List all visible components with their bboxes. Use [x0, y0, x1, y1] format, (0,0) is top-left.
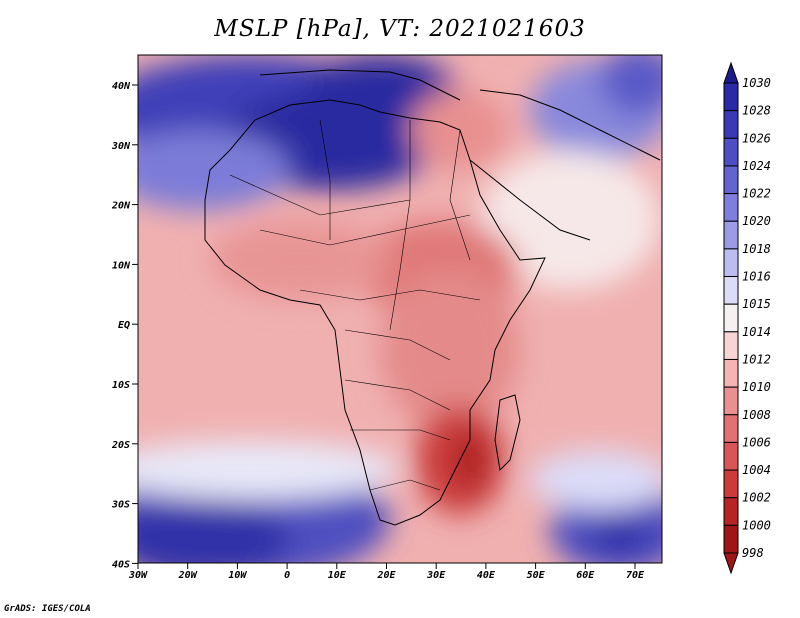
- lat-tick-label: 40N: [112, 81, 131, 92]
- colorbar-label: 1004: [742, 463, 771, 477]
- colorbar-segment: [723, 82, 739, 112]
- borders: [229, 119, 481, 491]
- lat-tick-label: 20N: [111, 201, 131, 212]
- lat-tick-label: 10N: [112, 260, 131, 271]
- colorbar-segment: [723, 276, 739, 305]
- colorbar-label: 1006: [742, 435, 771, 449]
- colorbar-segment: [723, 469, 739, 499]
- colorbar-label: 1026: [742, 131, 771, 145]
- colorbar-label: 1020: [742, 214, 771, 228]
- colorbar: 1030 1028 1026 1024 1022 1020 1018 1016 1015 1014…: [723, 61, 771, 575]
- colorbar-label: 1024: [742, 159, 771, 173]
- colorbar-segment: [723, 358, 739, 388]
- colorbar-label: 1022: [742, 187, 771, 201]
- colorbar-label: 1014: [742, 325, 771, 339]
- lon-tick-label: 20E: [376, 570, 396, 581]
- colorbar-segment: [723, 386, 739, 416]
- lon-tick-label: 10E: [328, 570, 347, 581]
- lat-tick-label: 30N: [111, 141, 131, 152]
- colorbar-segment: [723, 110, 739, 139]
- colorbar-label: 1016: [742, 270, 771, 284]
- lat-tick-label: 10S: [112, 380, 130, 391]
- lat-tick-label: 30S: [111, 500, 130, 511]
- colorbar-top-arrow: [723, 61, 739, 84]
- lat-tick-label: 40S: [112, 559, 130, 570]
- colorbar-label: 1000: [742, 518, 771, 532]
- colorbar-label: 1012: [742, 352, 771, 366]
- lon-tick-label: 60E: [576, 570, 595, 581]
- colorbar-label: 1010: [742, 380, 771, 394]
- credit-text: GrADS: IGES/COLA: [4, 604, 91, 614]
- colorbar-bottom-arrow: [723, 552, 739, 575]
- lon-tick-label: 50E: [527, 570, 546, 581]
- colorbar-label: 1008: [742, 408, 771, 422]
- lat-axis: 40N 30N 20N 10N EQ 10S 20S 30S 40S: [111, 81, 138, 570]
- colorbar-segment: [723, 441, 739, 471]
- lon-tick-label: 20W: [178, 570, 198, 581]
- coastline: [204, 69, 661, 526]
- lat-tick-label: EQ: [118, 320, 130, 331]
- lon-tick-label: 70E: [626, 570, 645, 581]
- colorbar-segment: [723, 497, 739, 526]
- chart-title: MSLP [hPa], VT: 2021021603: [214, 16, 586, 42]
- lon-tick-label: 10W: [228, 570, 247, 581]
- colorbar-segment: [723, 414, 739, 443]
- colorbar-segment: [723, 248, 739, 278]
- colorbar-segment: [723, 137, 739, 167]
- colorbar-label: 1030: [742, 76, 771, 90]
- colorbar-label: 1002: [742, 491, 771, 505]
- colorbar-segment: [723, 303, 739, 333]
- colorbar-label: 1015: [742, 297, 771, 311]
- colorbar-segment: [723, 331, 739, 360]
- lon-axis: 30W 20W 10W 0 10E 20E 30E 40E 50E 60E 70E: [128, 563, 645, 581]
- lon-tick-label: 0: [284, 570, 290, 581]
- colorbar-segment: [723, 524, 739, 554]
- colorbar-segment: [723, 165, 739, 195]
- lat-tick-label: 20S: [111, 440, 130, 451]
- lon-tick-label: 30W: [128, 570, 148, 581]
- colorbar-label: 1028: [742, 104, 771, 118]
- lon-tick-label: 40E: [477, 570, 496, 581]
- colorbar-label: 1018: [742, 242, 771, 256]
- colorbar-segment: [723, 193, 739, 222]
- lon-tick-label: 30E: [426, 570, 446, 581]
- colorbar-label: 998: [742, 546, 764, 560]
- plot-frame: [137, 54, 663, 564]
- pressure-field: [138, 55, 662, 563]
- colorbar-segment: [723, 220, 739, 250]
